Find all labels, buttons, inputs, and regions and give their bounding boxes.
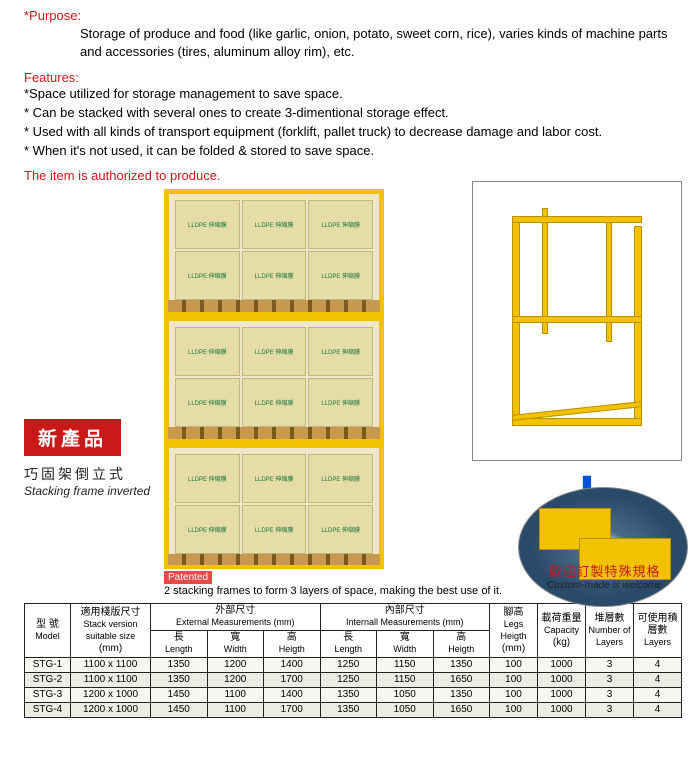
purpose-text: Storage of produce and food (like garlic… [24, 25, 682, 60]
feature-item: * When it's not used, it can be folded &… [24, 142, 682, 161]
th-nlayers: 堆層數Number of Layers [586, 604, 634, 658]
spec-table: 型 號Model 適用棧版尺寸Stack version suitable si… [24, 603, 682, 718]
feature-item: * Used with all kinds of transport equip… [24, 123, 682, 142]
features-list: *Space utilized for storage management t… [24, 85, 682, 160]
table-row: STG-41200 x 1000145011001700135010501650… [25, 703, 682, 718]
table-row: STG-21100 x 1100135012001700125011501650… [25, 673, 682, 688]
th-size: 適用棧版尺寸Stack version suitable size(mm) [71, 604, 151, 658]
box-label: LLDPE 伸縮膜 [175, 200, 240, 249]
new-product-badge: 新產品 [24, 419, 121, 456]
feature-item: *Space utilized for storage management t… [24, 85, 682, 104]
patented-tag: Patented [164, 571, 212, 584]
th-internal: 內部尺寸Internall Measurements (mm) [320, 604, 490, 631]
features-label: Features: [24, 70, 682, 85]
th-capacity: 載荷重量Capacity(kg) [538, 604, 586, 658]
custom-made-note: 歡迎訂製特殊規格 Custom-made is welcome [547, 561, 662, 591]
product-title-en: Stacking frame inverted [24, 484, 150, 498]
th-legs: 腳高Legs Heigth(mm) [490, 604, 538, 658]
patented-caption: Patented 2 stacking frames to form 3 lay… [164, 571, 502, 597]
feature-item: * Can be stacked with several ones to cr… [24, 104, 682, 123]
product-render-empty [472, 181, 682, 461]
th-model: 型 號Model [25, 604, 71, 658]
table-row: STG-31200 x 1000145011001400135010501350… [25, 688, 682, 703]
product-photo-stacked: LLDPE 伸縮膜LLDPE 伸縮膜LLDPE 伸縮膜 LLDPE 伸縮膜LLD… [164, 189, 384, 569]
purpose-label: *Purpose: [24, 8, 81, 23]
th-ulayers: 可使用積層數Layers [634, 604, 682, 658]
table-row: STG-11100 x 1100135012001400125011501350… [25, 658, 682, 673]
product-title-cn: 巧固架倒立式 [24, 464, 150, 484]
th-external: 外部尺寸External Measurements (mm) [151, 604, 321, 631]
